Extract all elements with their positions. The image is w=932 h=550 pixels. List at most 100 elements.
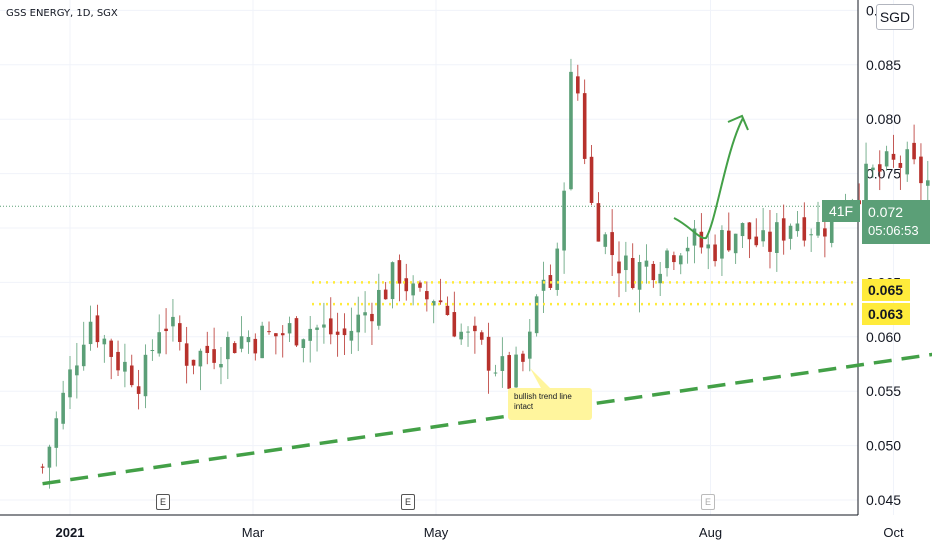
x-tick-label: Aug: [699, 525, 722, 540]
candle: [555, 242, 560, 296]
candle: [102, 334, 107, 363]
candle: [761, 207, 765, 247]
ticker-label: GSS ENERGY, 1D, SGX: [6, 8, 118, 19]
projection-arrow[interactable]: [673, 117, 744, 240]
candle: [116, 340, 120, 376]
y-tick-label: 0.060: [866, 329, 901, 345]
candle: [754, 218, 759, 248]
candle: [404, 263, 409, 301]
note-pointer: [530, 368, 552, 390]
candle: [466, 326, 470, 347]
candle: [40, 463, 45, 474]
candle: [267, 321, 271, 335]
candle: [95, 304, 100, 348]
candle: [658, 262, 662, 296]
y-tick-label: 0.085: [866, 57, 901, 73]
candle: [322, 302, 326, 344]
candle: [809, 228, 813, 252]
candle: [438, 278, 443, 305]
earnings-marker[interactable]: E: [401, 494, 415, 510]
candle: [884, 145, 889, 171]
candle: [720, 225, 724, 277]
candle: [143, 344, 148, 409]
candle: [685, 236, 690, 264]
candle: [315, 324, 319, 352]
candle: [123, 343, 127, 388]
candle: [733, 233, 738, 264]
current-price-label: 0.072: [868, 204, 904, 220]
candle: [383, 282, 388, 300]
level-high-label: 0.065: [862, 279, 910, 301]
countdown-label: 05:06:53: [868, 223, 919, 238]
candle: [226, 331, 230, 380]
y-tick-label: 0.075: [866, 166, 901, 182]
candle: [534, 294, 539, 337]
candle: [747, 222, 752, 259]
earnings-marker[interactable]: E: [701, 494, 715, 510]
candle: [500, 337, 505, 388]
candle: [692, 219, 697, 264]
candle: [308, 315, 312, 363]
candle: [287, 316, 292, 343]
candle: [617, 241, 621, 298]
candle: [356, 296, 361, 352]
candle: [768, 210, 772, 269]
candle: [521, 350, 525, 372]
candle: [596, 192, 601, 242]
trend-line[interactable]: [42, 274, 932, 486]
candle: [184, 326, 189, 384]
candle: [905, 141, 910, 182]
earnings-marker[interactable]: E: [156, 494, 170, 510]
x-tick-label: 2021: [56, 525, 85, 540]
candle: [445, 296, 450, 316]
y-tick-label: 0.055: [866, 383, 901, 399]
candle: [205, 331, 210, 365]
candle: [816, 201, 820, 238]
candle: [129, 354, 134, 388]
candle: [898, 155, 903, 190]
y-tick-label: 0.: [866, 2, 878, 18]
candle: [582, 79, 587, 165]
candle: [569, 58, 573, 191]
candle: [727, 212, 731, 252]
candle: [651, 261, 656, 288]
candle: [411, 275, 415, 306]
candle: [109, 338, 113, 380]
candle: [610, 209, 614, 276]
y-tick-label: 0.045: [866, 492, 901, 508]
current-price-box: 0.072 05:06:53: [862, 200, 930, 244]
candle: [576, 64, 580, 101]
candle: [301, 338, 306, 363]
level-low-label: 0.063: [862, 303, 910, 325]
candle: [527, 319, 532, 372]
candle: [171, 299, 175, 342]
candle: [54, 411, 59, 467]
candle: [260, 321, 264, 359]
candle: [239, 316, 244, 353]
candle: [157, 314, 162, 357]
currency-selector[interactable]: SGD: [876, 4, 914, 30]
candle: [665, 248, 669, 277]
candle: [740, 222, 745, 248]
candle: [795, 211, 800, 237]
candle: [280, 325, 285, 358]
candle: [68, 356, 72, 409]
candle: [377, 273, 381, 330]
candle: [75, 342, 79, 399]
candle: [452, 291, 457, 338]
candle: [637, 254, 642, 313]
x-tick-label: Oct: [883, 525, 904, 540]
candle: [713, 234, 717, 267]
candle: [788, 223, 793, 250]
candle: [706, 233, 711, 270]
candle: [390, 261, 395, 309]
candle: [486, 322, 491, 394]
candle: [164, 308, 168, 355]
x-tick-label: May: [424, 525, 449, 540]
trend-note: bullish trend line intact: [508, 388, 592, 420]
candle: [370, 302, 374, 345]
candle: [363, 291, 367, 333]
candle: [253, 333, 258, 361]
candle: [926, 160, 930, 204]
